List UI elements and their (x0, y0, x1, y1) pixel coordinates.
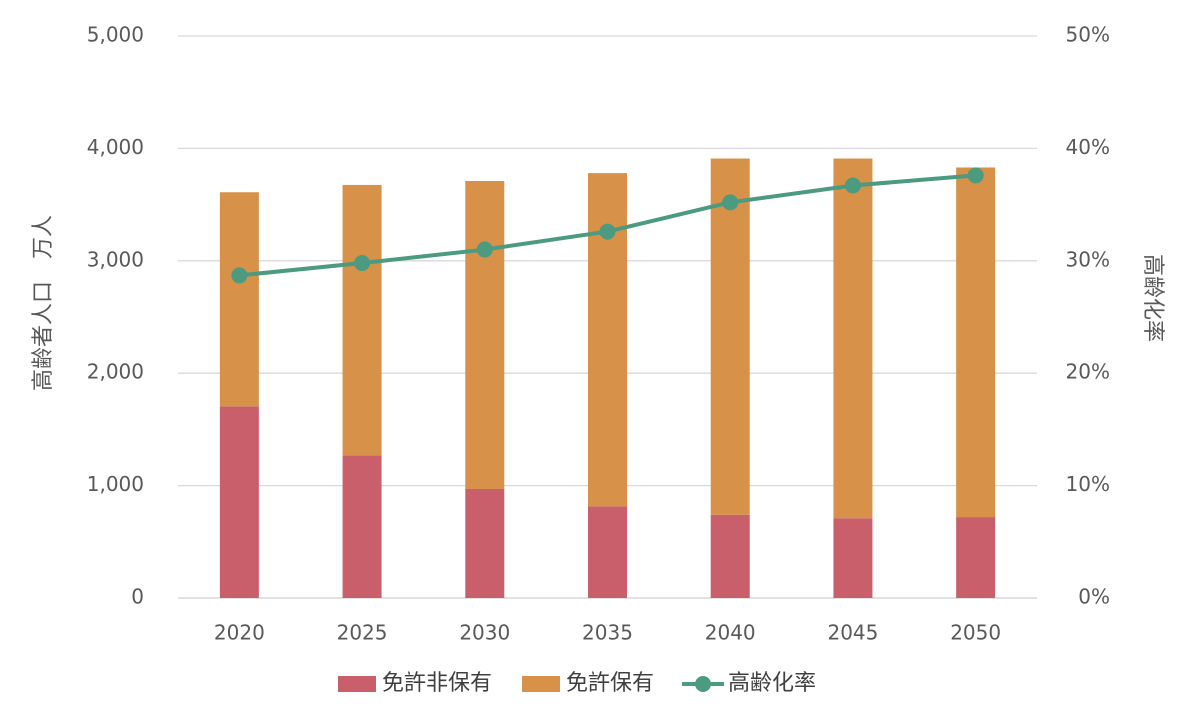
x-tick-label: 2040 (705, 621, 756, 645)
bar-免許非保有-2040 (710, 514, 750, 598)
legend-label: 免許非保有 (382, 671, 492, 696)
x-tick-label: 2045 (827, 621, 878, 645)
y-axis-ticks: 0 1,000 2,000 3,000 4,000 5,000 (87, 23, 144, 609)
bar-免許非保有-2050 (956, 517, 996, 598)
y2-tick-label: 0% (1078, 585, 1110, 609)
line-series (231, 167, 984, 284)
line-point-2020 (231, 267, 248, 284)
bar-免許非保有-2045 (833, 518, 873, 598)
y-tick-label: 1,000 (87, 472, 144, 496)
bar-免許非保有-2020 (219, 406, 259, 598)
bars (219, 158, 996, 598)
legend-label: 免許保有 (566, 671, 654, 696)
bar-免許非保有-2030 (465, 488, 505, 598)
bar-免許非保有-2035 (588, 506, 627, 598)
bar-免許保有-2045 (833, 158, 873, 519)
bar-免許保有-2040 (710, 158, 750, 515)
bar-免許保有-2030 (465, 180, 505, 489)
y2-tick-label: 20% (1066, 360, 1110, 384)
bar-免許非保有-2025 (342, 455, 382, 598)
x-axis-ticks: 2020 2025 2030 2035 2040 2045 2050 (214, 621, 1001, 645)
bar-免許保有-2025 (342, 184, 382, 456)
x-tick-label: 2025 (337, 621, 388, 645)
legend-swatch (522, 676, 561, 692)
legend-swatch-marker (695, 676, 712, 692)
line-point-2045 (844, 177, 861, 194)
x-tick-label: 2050 (950, 621, 1001, 645)
line-point-2025 (354, 255, 371, 272)
legend: 免許非保有 免許保有 高齢化率 (338, 671, 816, 696)
y-tick-label: 3,000 (87, 247, 144, 271)
line-point-2030 (476, 241, 493, 258)
x-tick-label: 2035 (582, 621, 633, 645)
y2-tick-label: 10% (1066, 472, 1110, 496)
bar-免許保有-2020 (219, 192, 259, 407)
y2-axis-ticks: 0% 10% 20% 30% 40% 50% (1066, 23, 1110, 609)
legend-label: 高齢化率 (728, 671, 816, 696)
y-tick-label: 0 (131, 585, 144, 609)
legend-swatch (338, 676, 376, 692)
y-tick-label: 5,000 (87, 23, 144, 47)
y-axis-title: 高齢者人口 万人 (31, 215, 56, 391)
x-tick-label: 2020 (214, 621, 265, 645)
line-point-2050 (967, 167, 984, 184)
y2-tick-label: 30% (1066, 247, 1110, 271)
y-tick-label: 4,000 (87, 135, 144, 159)
y-tick-label: 2,000 (87, 360, 144, 384)
bar-免許保有-2050 (956, 167, 996, 518)
bar-免許保有-2035 (588, 173, 627, 507)
x-tick-label: 2030 (459, 621, 510, 645)
line-point-2035 (599, 223, 616, 240)
line-point-2040 (722, 194, 739, 211)
y2-tick-label: 40% (1066, 135, 1110, 159)
y2-tick-label: 50% (1066, 23, 1110, 47)
y2-axis-title: 高齢化率 (1140, 254, 1165, 342)
